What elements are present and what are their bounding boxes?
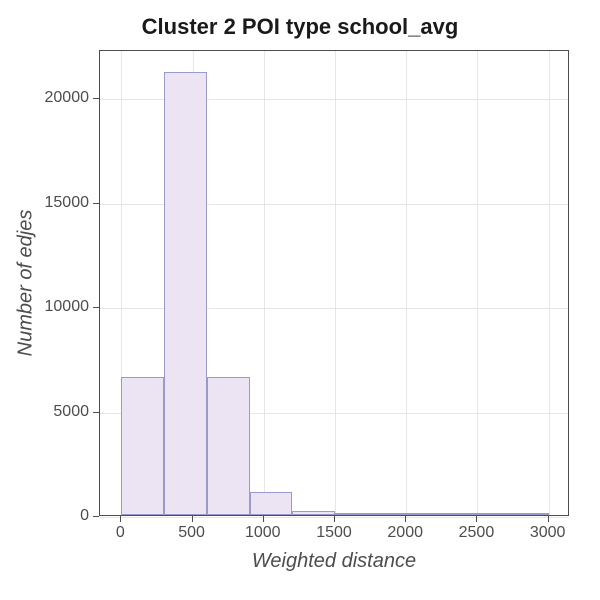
y-tick-label: 10000 <box>45 298 90 316</box>
x-tick-label: 3000 <box>530 524 566 542</box>
y-tick-mark <box>93 516 99 517</box>
x-tick-label: 2000 <box>387 524 423 542</box>
y-tick-label: 0 <box>80 507 89 525</box>
x-tick-label: 2500 <box>459 524 495 542</box>
y-axis-label: Number of edjes <box>15 50 38 516</box>
y-tick-mark <box>93 203 99 204</box>
grid-line-vertical <box>264 51 265 515</box>
x-tick-label: 0 <box>116 524 125 542</box>
histogram-bar <box>292 511 335 515</box>
x-tick-mark <box>192 516 193 522</box>
x-tick-mark <box>405 516 406 522</box>
chart-title: Cluster 2 POI type school_avg <box>0 14 600 40</box>
x-tick-label: 500 <box>178 524 205 542</box>
histogram-bar <box>250 492 293 515</box>
grid-line-vertical <box>406 51 407 515</box>
x-tick-mark <box>263 516 264 522</box>
y-tick-mark <box>93 412 99 413</box>
y-tick-label: 5000 <box>53 403 89 421</box>
y-tick-label: 20000 <box>45 89 90 107</box>
histogram-bar <box>420 513 463 515</box>
y-tick-mark <box>93 98 99 99</box>
histogram-bar <box>164 72 207 515</box>
x-tick-mark <box>334 516 335 522</box>
grid-line-vertical <box>477 51 478 515</box>
x-tick-mark <box>120 516 121 522</box>
x-axis-label: Weighted distance <box>99 550 569 573</box>
histogram-chart: Cluster 2 POI type school_avg Weighted d… <box>0 0 600 600</box>
x-tick-mark <box>476 516 477 522</box>
histogram-bar <box>207 377 250 515</box>
histogram-bar <box>463 513 506 515</box>
histogram-bar <box>335 513 378 515</box>
plot-area <box>99 50 569 516</box>
grid-line-vertical <box>335 51 336 515</box>
y-tick-mark <box>93 307 99 308</box>
y-tick-label: 15000 <box>45 194 90 212</box>
histogram-bar <box>121 377 164 515</box>
x-tick-mark <box>548 516 549 522</box>
histogram-bar <box>506 513 549 515</box>
grid-line-vertical <box>549 51 550 515</box>
x-tick-label: 1000 <box>245 524 281 542</box>
x-tick-label: 1500 <box>316 524 352 542</box>
histogram-bar <box>378 513 421 515</box>
